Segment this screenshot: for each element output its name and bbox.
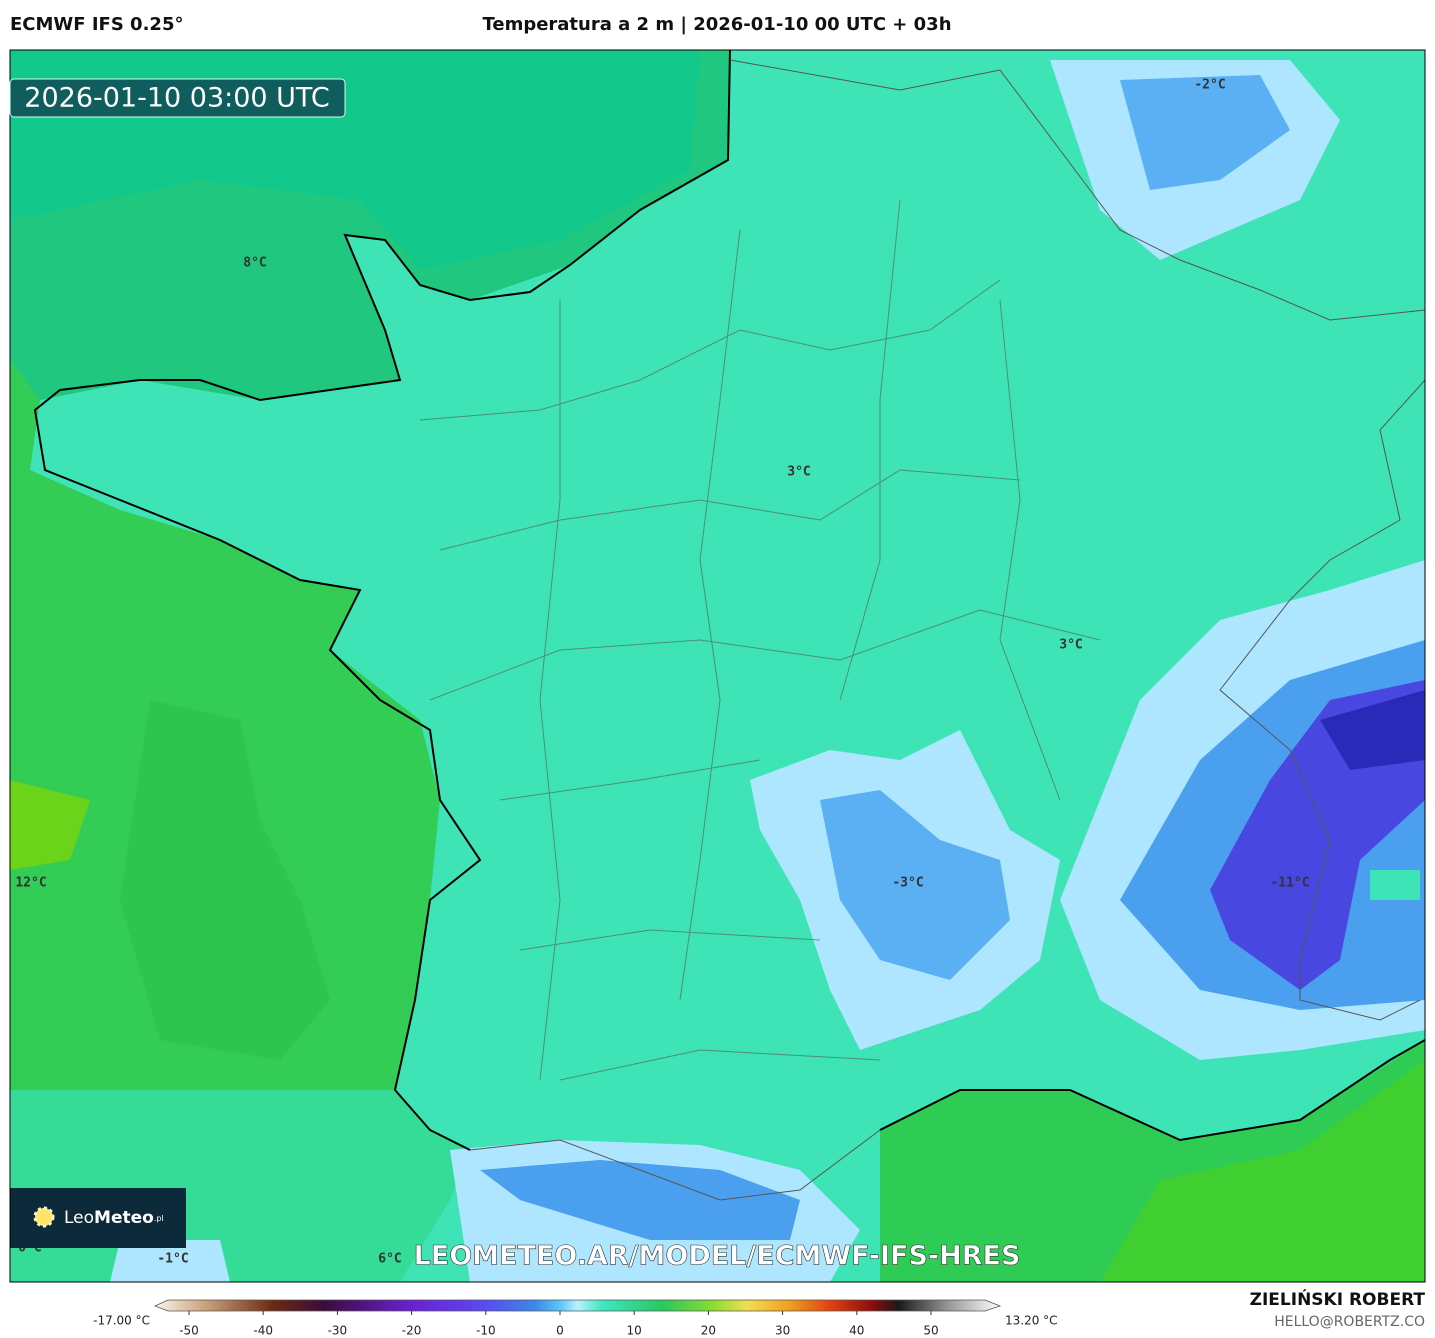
cold-massif-core (820, 790, 1010, 980)
email: HELLO@ROBERTZ.CO (1274, 1314, 1425, 1330)
temp-label: 3°C (1059, 638, 1082, 653)
temp-label: -2°C (1194, 78, 1225, 93)
cold-alps-deep (1320, 690, 1425, 770)
ocean-warm-spot (10, 780, 90, 870)
temp-label: -3°C (892, 876, 923, 891)
temp-label: 8°C (243, 256, 266, 271)
colorbar-tick-label: -50 (179, 1324, 199, 1338)
cold-spain (110, 1240, 230, 1282)
logo-suffix: .pl (154, 1214, 164, 1223)
region-borders (419, 199, 1101, 1081)
country-borders (469, 59, 1425, 1201)
author: ZIELIŃSKI ROBERT (1250, 1288, 1426, 1310)
colorbar-tick-label: -10 (476, 1324, 496, 1338)
temp-label: -1°C (157, 1252, 188, 1267)
map-title: Temperatura a 2 m | 2026-01-10 00 UTC + … (482, 14, 951, 35)
colorbar-tick-label: 30 (775, 1324, 790, 1338)
alps-valley (1370, 870, 1420, 900)
map-frame (9, 49, 1426, 1283)
coastline (33, 50, 1425, 1151)
temp-label: 12°C (15, 876, 46, 891)
colorbar-tick-label: -40 (253, 1324, 273, 1338)
colorbar (153, 1299, 1002, 1312)
logo-bold: Meteo (94, 1208, 154, 1228)
colorbar-ticks: -50 -40 -30 -20 -10 0 10 20 30 40 50 (179, 1311, 939, 1338)
temp-label: 3°C (787, 465, 810, 480)
mediterranean-warm (1100, 1060, 1425, 1282)
colorbar-tick-label: 50 (923, 1324, 938, 1338)
colorbar-tick-label: -30 (328, 1324, 348, 1338)
temp-label: -11°C (1270, 876, 1309, 891)
colorbar-tick-label: 40 (849, 1324, 864, 1338)
cold-pyrenees-core (480, 1160, 800, 1240)
model-name: ECMWF IFS 0.25° (10, 14, 183, 35)
logo-light: Leo (64, 1208, 94, 1228)
cold-ne-core (1120, 75, 1290, 190)
time-box (9, 78, 346, 118)
ocean-band (120, 700, 330, 1060)
colorbar-tick-label: 20 (701, 1324, 716, 1338)
valid-time: 2026-01-10 03:00 UTC (24, 83, 329, 114)
colorbar-tick-label: 0 (556, 1324, 564, 1338)
colorbar-max: 13.20 °C (1005, 1314, 1058, 1328)
logo-sun (33, 1206, 55, 1228)
colorbar-min: -17.00 °C (93, 1314, 150, 1328)
colorbar-tick-label: 10 (627, 1324, 642, 1338)
watermark: LEOMETEO.AR/MODEL/ECMWF-IFS-HRES (414, 1241, 1021, 1272)
colorbar-tick-label: -20 (402, 1324, 422, 1338)
temp-label: 6°C (378, 1252, 401, 1267)
logo-text: LeoMeteo.pl (64, 1208, 164, 1228)
map: 8°C 3°C 3°C -3°C -11°C 12°C -1°C 6°C 0°C… (10, 50, 1425, 1282)
